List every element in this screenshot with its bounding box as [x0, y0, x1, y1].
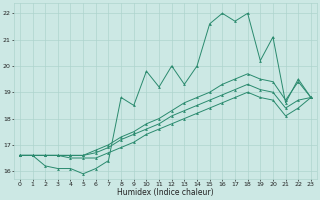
X-axis label: Humidex (Indice chaleur): Humidex (Indice chaleur) [117, 188, 214, 197]
